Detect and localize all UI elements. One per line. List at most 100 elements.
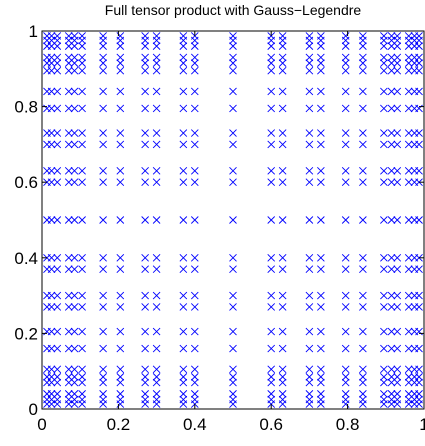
- data-point: [190, 87, 199, 96]
- data-point: [415, 104, 423, 113]
- data-point: [387, 87, 396, 96]
- data-point: [305, 365, 314, 374]
- data-point: [190, 395, 199, 404]
- data-point: [404, 104, 413, 113]
- data-point: [380, 53, 388, 62]
- data-point: [359, 129, 367, 137]
- data-point: [152, 265, 161, 273]
- data-point: [53, 42, 62, 50]
- data-point: [317, 327, 325, 336]
- data-point: [359, 42, 367, 50]
- data-point: [78, 344, 86, 353]
- data-point: [70, 365, 79, 374]
- data-point: [317, 303, 325, 311]
- data-point: [78, 66, 86, 75]
- x-tick-label: 1: [419, 415, 425, 434]
- data-point: [116, 66, 125, 75]
- data-point: [53, 129, 62, 137]
- data-point: [359, 395, 367, 404]
- tick-layer: 0 0.2 0.4 0.6 0.8 1 0 0.2 0.4 0.6 0.8 1: [14, 22, 425, 434]
- data-point: [305, 178, 314, 187]
- data-point: [141, 66, 149, 75]
- data-point: [393, 344, 402, 353]
- data-point: [99, 42, 107, 50]
- data-point: [179, 104, 188, 113]
- data-point: [317, 129, 325, 137]
- data-point: [64, 253, 73, 262]
- data-point: [70, 344, 79, 353]
- data-point: [387, 303, 396, 311]
- data-point: [305, 303, 314, 311]
- data-point: [393, 59, 402, 67]
- data-point: [305, 59, 314, 67]
- data-point: [141, 303, 149, 311]
- data-point: [380, 378, 388, 387]
- data-point: [278, 140, 287, 149]
- data-point: [415, 373, 423, 381]
- data-point: [317, 265, 325, 273]
- data-point: [190, 59, 199, 67]
- data-point: [341, 395, 350, 404]
- data-point: [267, 344, 276, 353]
- data-point: [305, 344, 314, 353]
- data-point: [404, 32, 413, 40]
- data-point: [99, 53, 107, 62]
- data-point: [152, 344, 161, 353]
- data-point: [70, 53, 79, 62]
- data-point: [152, 390, 161, 398]
- data-point: [404, 291, 413, 300]
- x-tick-label: 0.2: [107, 415, 131, 434]
- data-point: [116, 32, 125, 40]
- data-point: [53, 216, 62, 224]
- data-point: [190, 378, 199, 387]
- data-point: [179, 42, 188, 50]
- data-point: [190, 140, 199, 149]
- data-point: [229, 390, 237, 398]
- data-point: [278, 53, 287, 62]
- data-point: [99, 216, 107, 224]
- data-point: [229, 42, 237, 50]
- data-point: [152, 42, 161, 50]
- y-tick-label: 0: [29, 400, 38, 419]
- data-point: [78, 104, 86, 113]
- data-point: [116, 390, 125, 398]
- data-point: [393, 32, 402, 40]
- data-point: [317, 291, 325, 300]
- data-point: [78, 216, 86, 224]
- data-point: [341, 344, 350, 353]
- data-point: [47, 66, 56, 75]
- data-point: [404, 327, 413, 336]
- data-point: [415, 327, 423, 336]
- data-point: [393, 42, 402, 50]
- data-point: [141, 327, 149, 336]
- data-point: [267, 87, 276, 96]
- data-point: [393, 129, 402, 137]
- data-point: [305, 291, 314, 300]
- data-point: [415, 395, 423, 404]
- data-point: [393, 365, 402, 374]
- data-point: [415, 365, 423, 374]
- data-point: [341, 167, 350, 175]
- data-point: [78, 253, 86, 262]
- data-point: [359, 178, 367, 187]
- data-point: [393, 265, 402, 273]
- data-point: [152, 365, 161, 374]
- data-point: [190, 365, 199, 374]
- data-point: [70, 66, 79, 75]
- data-point: [99, 395, 107, 404]
- chart-title: Full tensor product with Gauss−Legendre: [105, 2, 362, 18]
- data-point: [152, 373, 161, 381]
- data-point: [229, 327, 237, 336]
- data-point: [78, 42, 86, 50]
- data-point: [415, 32, 423, 40]
- data-point: [53, 344, 62, 353]
- data-point: [404, 216, 413, 224]
- y-tick-label: 0.8: [14, 98, 38, 117]
- data-point: [341, 140, 350, 149]
- data-point: [278, 59, 287, 67]
- x-tick-label: 0: [37, 415, 46, 434]
- data-point: [47, 216, 56, 224]
- data-point: [341, 291, 350, 300]
- data-point: [64, 344, 73, 353]
